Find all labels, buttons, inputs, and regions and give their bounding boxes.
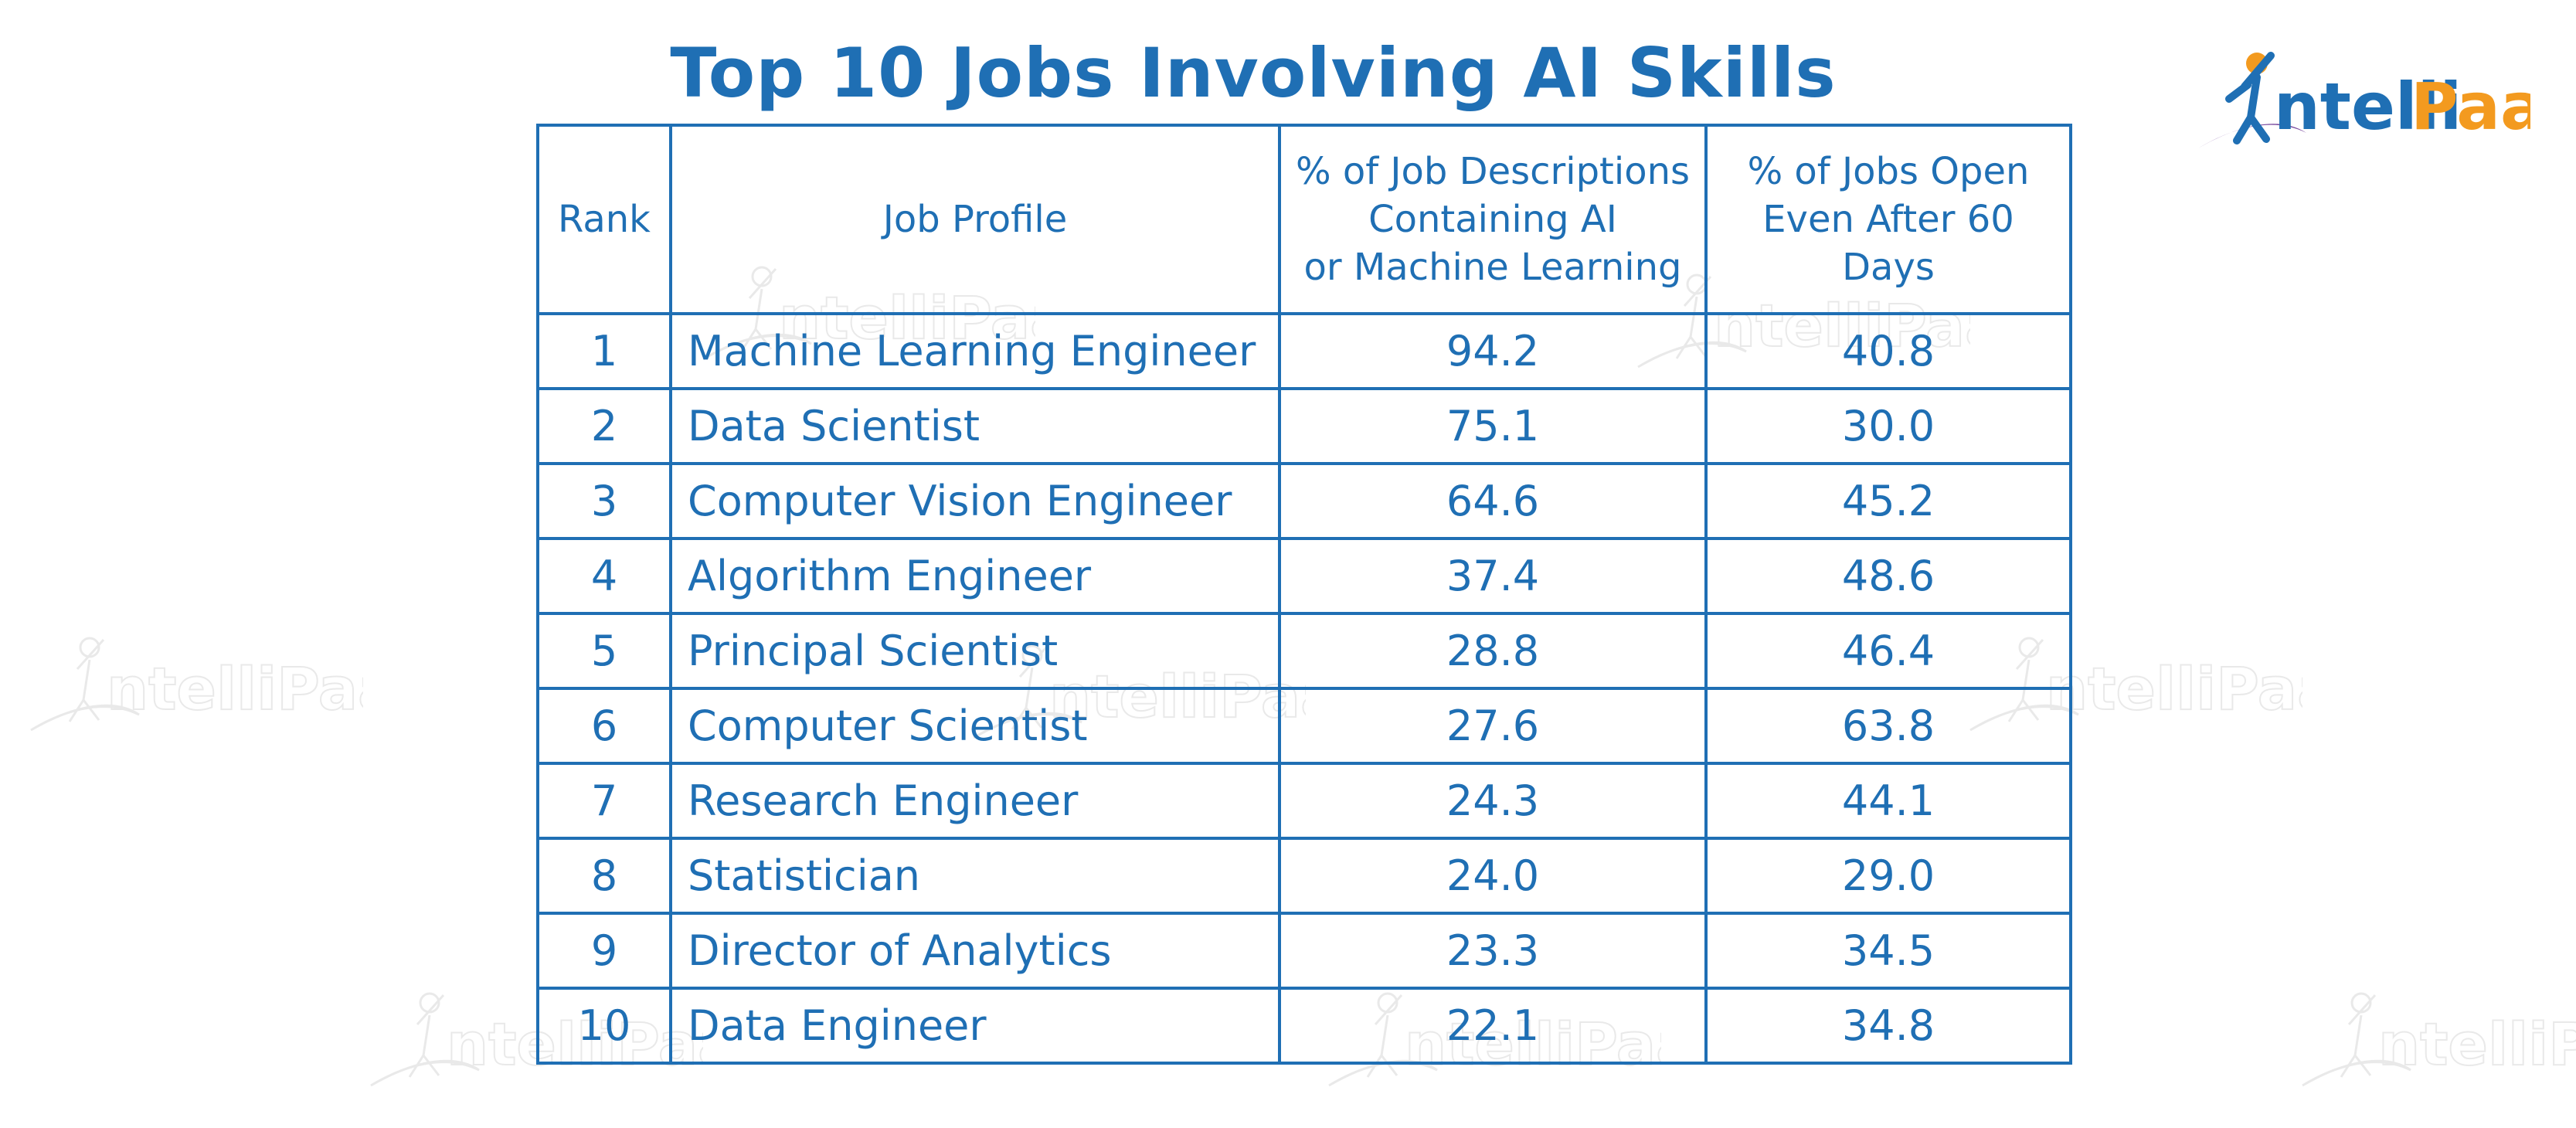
pct-open-cell: 34.8 — [1704, 987, 2072, 1065]
job-profile-cell: Machine Learning Engineer — [669, 312, 1281, 390]
job-profile-cell: Statistician — [669, 837, 1281, 915]
pct-open-cell: 29.0 — [1704, 837, 2072, 915]
watermark-icon: ntelliPaat — [1969, 637, 2302, 732]
svg-text:ntelliPaat: ntelliPaat — [107, 654, 363, 723]
jobs-table: Rank Job Profile % of Job Descriptions C… — [536, 124, 2072, 1065]
rank-cell: 7 — [536, 762, 672, 840]
job-profile-cell: Director of Analytics — [669, 912, 1281, 990]
table-row: 10 Data Engineer 22.1 34.8 — [536, 987, 2072, 1065]
watermark-logo: ntelliPaat — [1963, 626, 2302, 742]
pct-descriptions-cell: 24.3 — [1278, 762, 1708, 840]
pct-open-cell: 48.6 — [1704, 537, 2072, 615]
job-profile-cell: Principal Scientist — [669, 612, 1281, 690]
table-row: 3 Computer Vision Engineer 64.6 45.2 — [536, 462, 2072, 540]
pct-descriptions-cell: 94.2 — [1278, 312, 1708, 390]
watermark-icon: ntelliPaat — [30, 637, 363, 732]
svg-text:ntelliPaat: ntelliPaat — [2046, 654, 2302, 723]
intellipaat-logo-icon: ntelli Paat — [2198, 52, 2530, 148]
pct-descriptions-cell: 27.6 — [1278, 687, 1708, 765]
table-row: 8 Statistician 24.0 29.0 — [536, 837, 2072, 915]
logo-text-blue: ntelli — [2274, 69, 2462, 144]
job-profile-cell: Algorithm Engineer — [669, 537, 1281, 615]
watermark-icon: ntelliPaat — [2302, 992, 2576, 1087]
watermark-logo: ntelliPaat — [23, 626, 363, 742]
table-row: 4 Algorithm Engineer 37.4 48.6 — [536, 537, 2072, 615]
rank-cell: 2 — [536, 387, 672, 465]
table-row: 9 Director of Analytics 23.3 34.5 — [536, 912, 2072, 990]
logo-text-orange: Paat — [2411, 69, 2530, 144]
table-row: 5 Principal Scientist 28.8 46.4 — [536, 612, 2072, 690]
pct-open-cell: 30.0 — [1704, 387, 2072, 465]
table-row: 2 Data Scientist 75.1 30.0 — [536, 387, 2072, 465]
table-header-row: Rank Job Profile % of Job Descriptions C… — [536, 124, 2072, 315]
job-profile-cell: Data Scientist — [669, 387, 1281, 465]
pct-descriptions-cell: 23.3 — [1278, 912, 1708, 990]
table-row: 7 Research Engineer 24.3 44.1 — [536, 762, 2072, 840]
pct-open-cell: 46.4 — [1704, 612, 2072, 690]
rank-cell: 6 — [536, 687, 672, 765]
header-job-profile: Job Profile — [669, 124, 1281, 315]
pct-descriptions-cell: 22.1 — [1278, 987, 1708, 1065]
pct-open-cell: 34.5 — [1704, 912, 2072, 990]
pct-descriptions-cell: 75.1 — [1278, 387, 1708, 465]
job-profile-cell: Computer Vision Engineer — [669, 462, 1281, 540]
job-profile-cell: Computer Scientist — [669, 687, 1281, 765]
pct-descriptions-cell: 64.6 — [1278, 462, 1708, 540]
rank-cell: 4 — [536, 537, 672, 615]
pct-open-cell: 45.2 — [1704, 462, 2072, 540]
header-rank: Rank — [536, 124, 672, 315]
header-pct-descriptions: % of Job Descriptions Containing AI or M… — [1278, 124, 1708, 315]
watermark-logo: ntelliPaat — [2295, 981, 2576, 1097]
table-body: 1 Machine Learning Engineer 94.2 40.8 2 Data … — [536, 312, 2072, 1065]
job-profile-cell: Research Engineer — [669, 762, 1281, 840]
rank-cell: 1 — [536, 312, 672, 390]
pct-descriptions-cell: 28.8 — [1278, 612, 1708, 690]
rank-cell: 3 — [536, 462, 672, 540]
svg-text:ntelliPaat: ntelliPaat — [2378, 1010, 2576, 1079]
table-row: 1 Machine Learning Engineer 94.2 40.8 — [536, 312, 2072, 390]
pct-open-cell: 40.8 — [1704, 312, 2072, 390]
rank-cell: 8 — [536, 837, 672, 915]
jobs-table-container: Rank Job Profile % of Job Descriptions C… — [536, 124, 2072, 1065]
header-pct-open: % of Jobs Open Even After 60 Days — [1704, 124, 2072, 315]
rank-cell: 10 — [536, 987, 672, 1065]
rank-cell: 5 — [536, 612, 672, 690]
job-profile-cell: Data Engineer — [669, 987, 1281, 1065]
pct-descriptions-cell: 37.4 — [1278, 537, 1708, 615]
table-row: 6 Computer Scientist 27.6 63.8 — [536, 687, 2072, 765]
page-title: Top 10 Jobs Involving AI Skills — [670, 33, 1837, 113]
pct-open-cell: 44.1 — [1704, 762, 2072, 840]
pct-open-cell: 63.8 — [1704, 687, 2072, 765]
pct-descriptions-cell: 24.0 — [1278, 837, 1708, 915]
intellipaat-logo: ntelli Paat — [2190, 40, 2530, 164]
rank-cell: 9 — [536, 912, 672, 990]
